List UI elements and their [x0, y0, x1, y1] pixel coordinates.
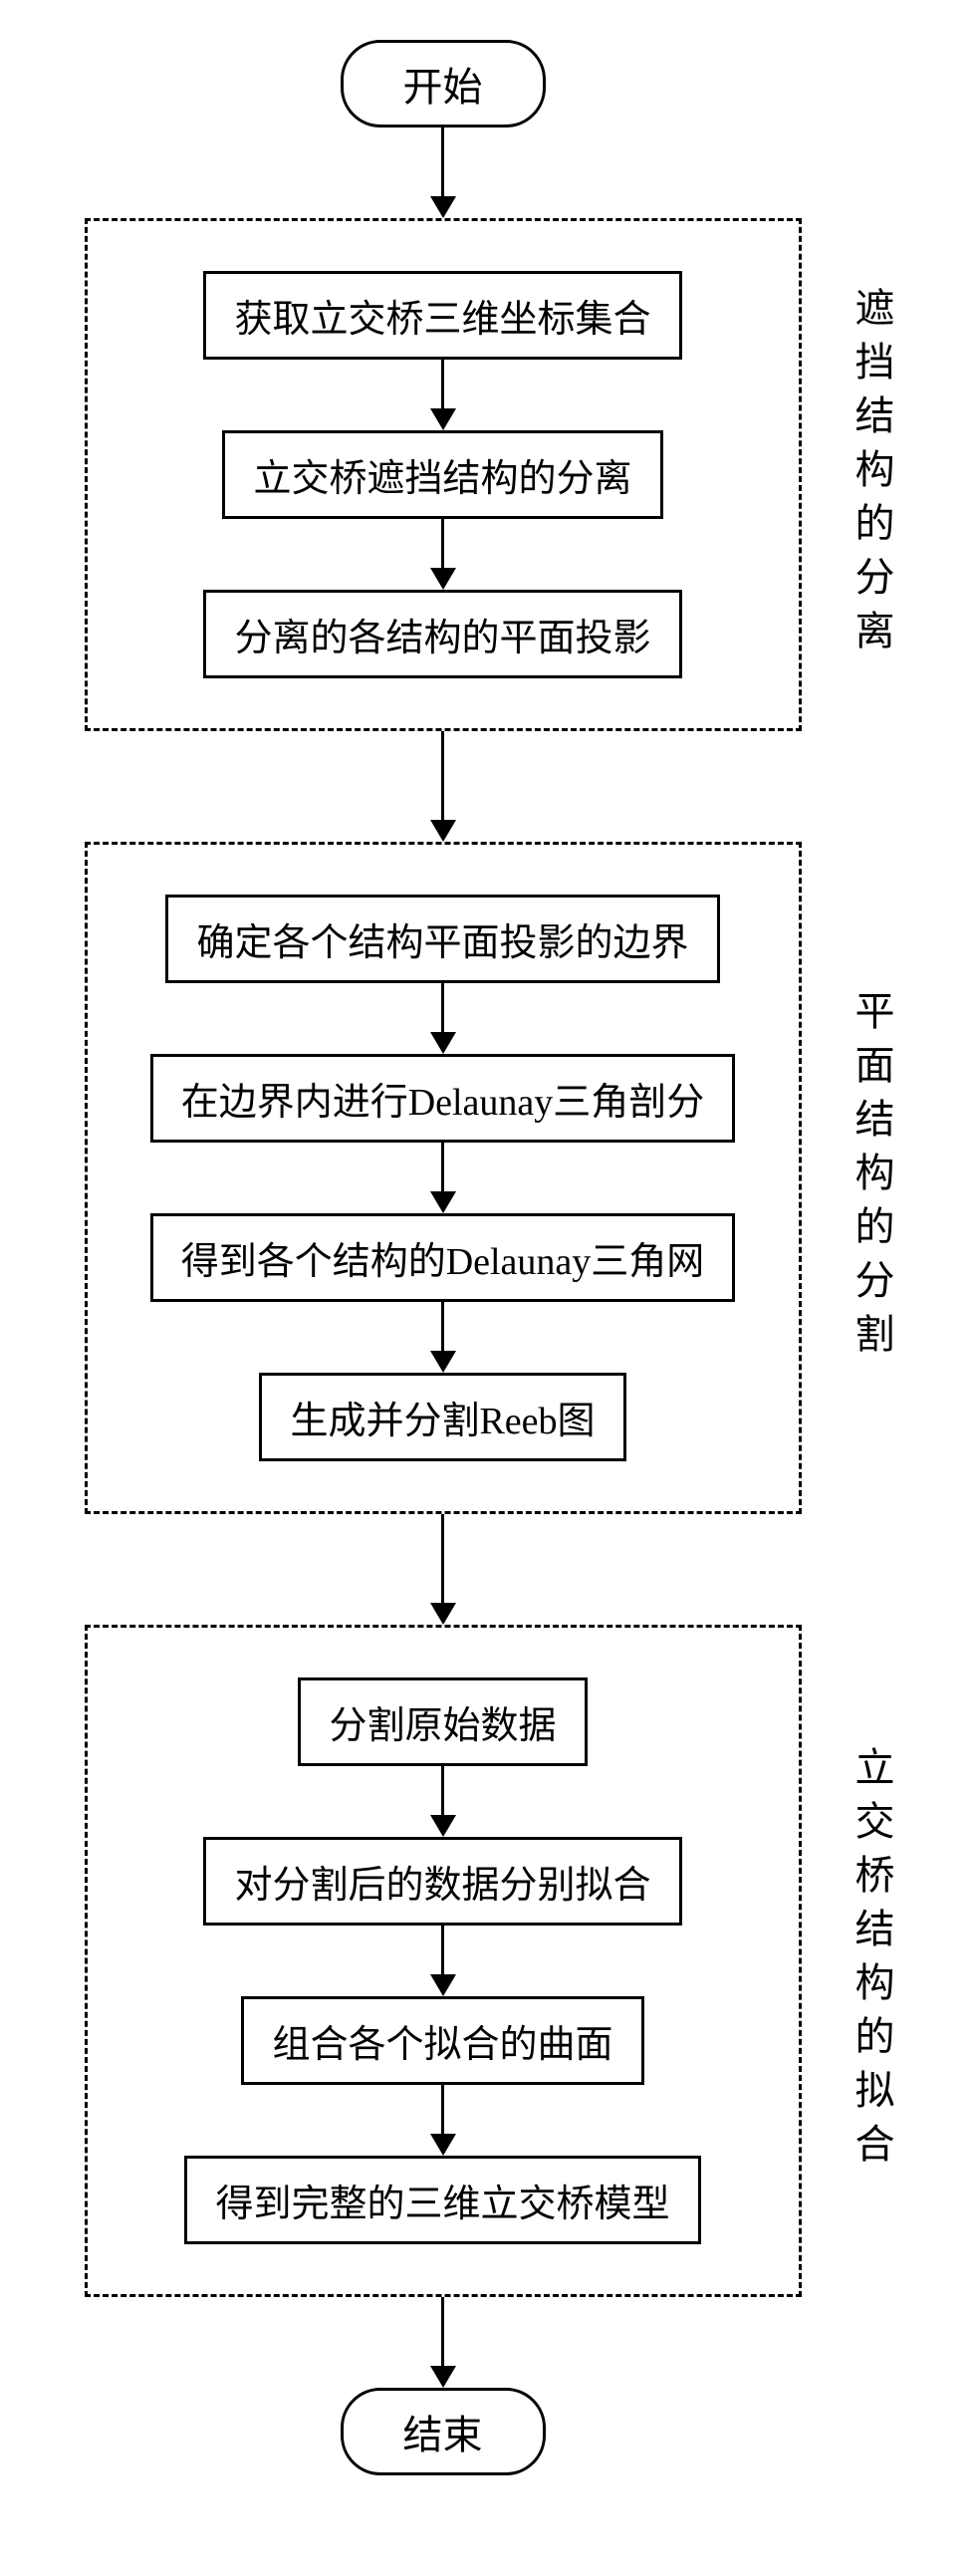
step-box: 立交桥遮挡结构的分离	[222, 430, 662, 519]
arrow	[430, 1926, 456, 1996]
flow-start: 开始	[341, 40, 546, 128]
arrow	[430, 1766, 456, 1837]
stage-3: 分割原始数据 对分割后的数据分别拟合 组合各个拟合的曲面 得到完整的三维立交桥模…	[85, 1625, 802, 2297]
stage-3-label: 立交桥结构的拟合	[832, 1746, 891, 2177]
step-box: 组合各个拟合的曲面	[241, 1996, 643, 2085]
stage-1: 获取立交桥三维坐标集合 立交桥遮挡结构的分离 分离的各结构的平面投影	[85, 218, 802, 731]
arrow	[430, 2085, 456, 2156]
arrow	[430, 2297, 456, 2388]
stage-2-container: 确定各个结构平面投影的边界 在边界内进行Delaunay三角剖分 得到各个结构的…	[85, 842, 891, 1514]
arrow	[430, 1302, 456, 1373]
arrow	[430, 1143, 456, 1213]
step-box: 得到完整的三维立交桥模型	[184, 2156, 700, 2244]
arrow	[430, 731, 456, 842]
step-box: 在边界内进行Delaunay三角剖分	[150, 1054, 736, 1143]
arrow	[430, 360, 456, 430]
arrow	[430, 519, 456, 590]
step-box: 确定各个结构平面投影的边界	[165, 895, 719, 983]
step-box: 获取立交桥三维坐标集合	[203, 271, 681, 360]
step-box: 分割原始数据	[298, 1677, 587, 1766]
flow-end: 结束	[341, 2388, 546, 2475]
step-box: 得到各个结构的Delaunay三角网	[150, 1213, 736, 1302]
arrow	[430, 128, 456, 218]
stage-1-label: 遮挡结构的分离	[832, 287, 891, 663]
arrow	[430, 983, 456, 1054]
step-box: 对分割后的数据分别拟合	[203, 1837, 681, 1926]
stage-1-container: 获取立交桥三维坐标集合 立交桥遮挡结构的分离 分离的各结构的平面投影 遮挡结构的…	[85, 218, 891, 731]
step-box: 分离的各结构的平面投影	[203, 590, 681, 678]
stage-3-container: 分割原始数据 对分割后的数据分别拟合 组合各个拟合的曲面 得到完整的三维立交桥模…	[85, 1625, 891, 2297]
stage-2: 确定各个结构平面投影的边界 在边界内进行Delaunay三角剖分 得到各个结构的…	[85, 842, 802, 1514]
arrow	[430, 1514, 456, 1625]
step-box: 生成并分割Reeb图	[259, 1373, 625, 1461]
stage-2-label: 平面结构的分割	[832, 990, 891, 1367]
